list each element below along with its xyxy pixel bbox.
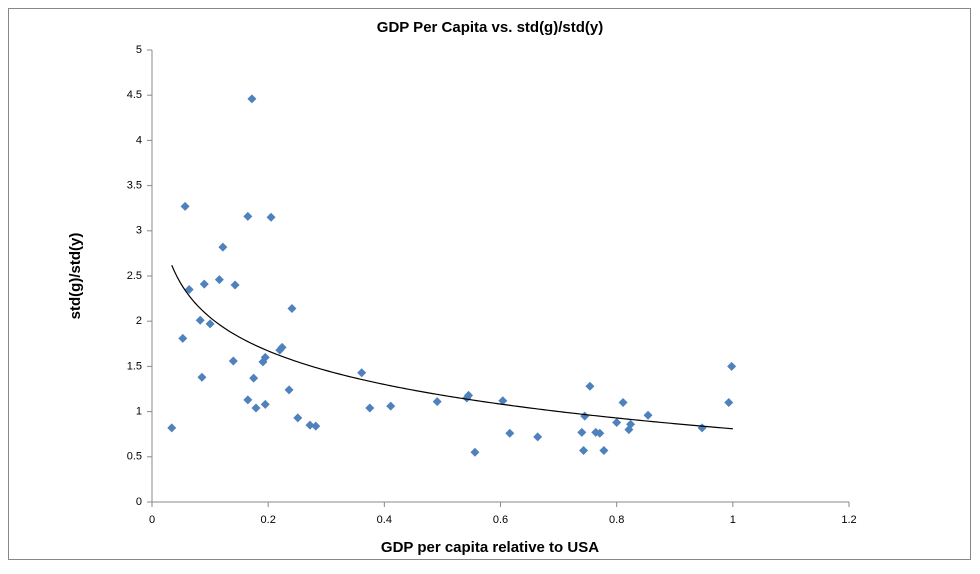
data-point [228,356,238,366]
data-point [311,421,321,431]
data-point [218,242,228,252]
chart-title: GDP Per Capita vs. std(g)/std(y) [377,19,603,36]
data-point [167,423,177,433]
y-tick-label: 2.5 [127,270,142,282]
data-point [386,401,396,411]
data-point [195,315,205,325]
data-point [618,398,628,408]
data-point [612,417,622,427]
data-point [178,333,188,343]
data-point [293,413,303,423]
data-point [277,342,287,352]
data-point [243,211,253,221]
x-tick-label: 0.2 [261,514,276,526]
data-point [357,368,367,378]
data-point [579,445,589,455]
data-point [585,381,595,391]
x-tick-label: 0.6 [493,514,508,526]
data-point [284,385,294,395]
y-tick-label: 4 [136,134,142,146]
data-point [724,398,734,408]
y-tick-label: 2 [136,315,142,327]
data-point [230,280,240,290]
data-point [498,396,508,406]
trend-line [171,265,733,430]
chart-frame [8,8,971,560]
data-point [199,279,209,289]
data-point [577,427,587,437]
data-point [505,428,515,438]
x-tick-label: 0.8 [609,514,624,526]
y-tick-label: 3.5 [127,180,142,192]
data-point [464,390,474,400]
data-point [287,304,297,314]
y-tick-label: 4.5 [127,89,142,101]
y-tick-label: 5 [136,44,142,56]
data-point [197,372,207,382]
data-point [260,352,270,362]
data-point [365,403,375,413]
data-point [247,94,257,104]
data-point [251,403,261,413]
data-point [727,361,737,371]
data-point [205,319,215,329]
data-point [180,201,190,211]
x-tick-label: 1.2 [841,514,856,526]
y-tick-label: 3 [136,225,142,237]
data-point [470,447,480,457]
x-tick-label: 0 [149,514,155,526]
y-tick-label: 1.5 [127,360,142,372]
data-point [260,399,270,409]
x-tick-label: 1 [730,514,736,526]
y-axis-label: std(g)/std(y) [67,233,84,320]
x-axis-label: GDP per capita relative to USA [381,539,599,556]
data-point [249,373,259,383]
y-tick-label: 0.5 [127,451,142,463]
y-tick-label: 0 [136,496,142,508]
data-point [595,428,605,438]
data-point [533,432,543,442]
data-point [626,419,636,429]
data-point [266,212,276,222]
data-point [432,397,442,407]
data-point [643,410,653,420]
data-point [214,275,224,285]
data-point [599,445,609,455]
data-point [305,420,315,430]
x-tick-label: 0.4 [377,514,392,526]
y-tick-label: 1 [136,406,142,418]
data-point [243,395,253,405]
